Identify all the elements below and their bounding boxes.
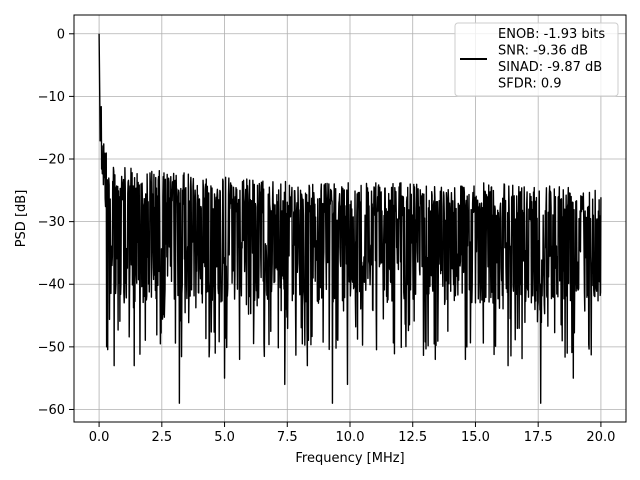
y-tick-label: −10 xyxy=(38,90,65,105)
y-tick-label: −20 xyxy=(38,153,65,168)
y-tick-label: −60 xyxy=(38,403,65,418)
x-tick-label: 2.5 xyxy=(151,430,172,445)
x-tick-label: 17.5 xyxy=(524,430,553,445)
legend-line-snr: SNR: -9.36 dB xyxy=(498,44,588,59)
x-tick-label: 20.0 xyxy=(586,430,615,445)
legend: ENOB: -1.93 bits SNR: -9.36 dB SINAD: -9… xyxy=(454,22,619,97)
x-tick-label: 15.0 xyxy=(461,430,490,445)
x-axis-label: Frequency [MHz] xyxy=(295,451,404,466)
x-tick-label: 5.0 xyxy=(214,430,235,445)
y-axis-label: PSD [dB] xyxy=(14,190,29,248)
axis-ticks: 0.0 2.5 5.0 7.5 10.0 12.5 15.0 17.5 20.0 0 −10 −20 −… xyxy=(38,27,616,445)
y-tick-label: −30 xyxy=(38,215,65,230)
psd-trace xyxy=(98,33,602,404)
legend-line-sfdr: SFDR: 0.9 xyxy=(498,77,562,92)
legend-line-sinad: SINAD: -9.87 dB xyxy=(498,60,602,75)
y-tick-label: −40 xyxy=(38,278,65,293)
x-tick-label: 12.5 xyxy=(398,430,427,445)
x-tick-label: 10.0 xyxy=(336,430,365,445)
x-tick-label: 7.5 xyxy=(277,430,298,445)
legend-line-enob: ENOB: -1.93 bits xyxy=(498,27,605,42)
legend-box xyxy=(454,22,619,97)
y-tick-label: 0 xyxy=(57,27,65,42)
psd-series xyxy=(98,33,602,404)
x-tick-label: 0.0 xyxy=(89,430,110,445)
y-tick-label: −50 xyxy=(38,340,65,355)
